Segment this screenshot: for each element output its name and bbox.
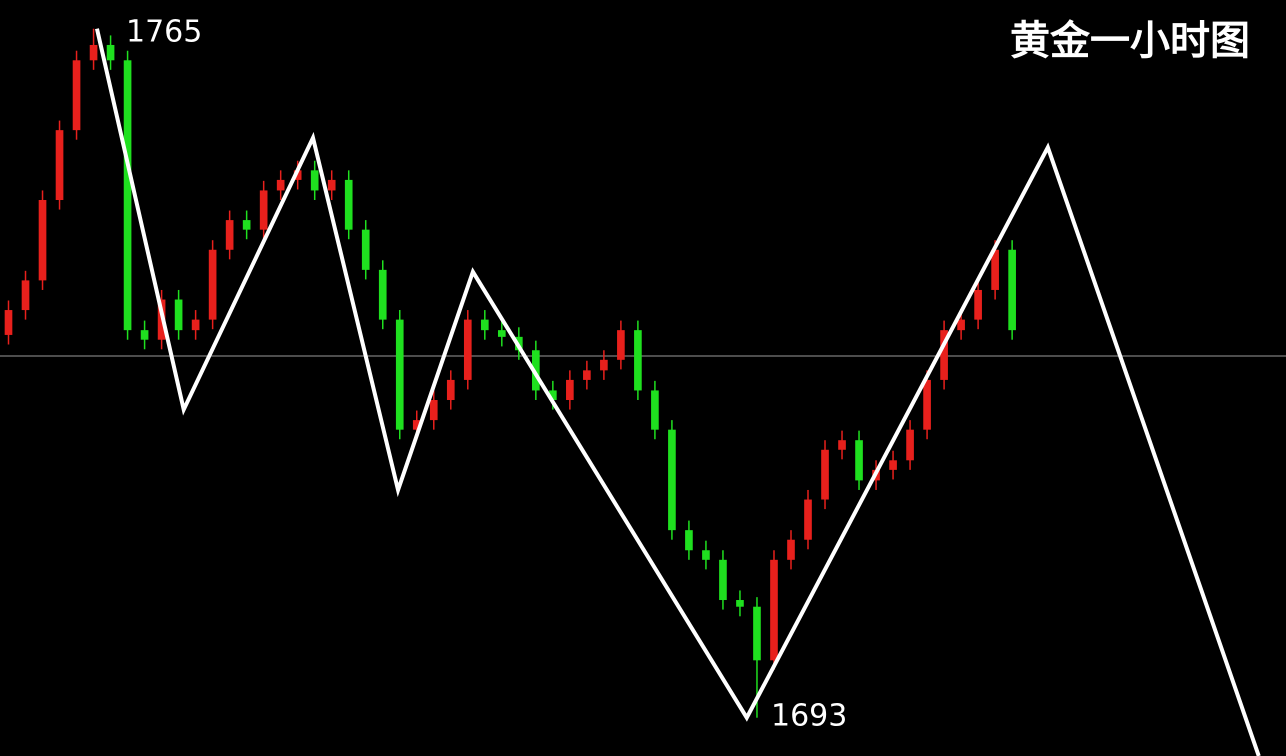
candle-body <box>259 190 268 230</box>
candle-body <box>940 330 948 380</box>
candle-body <box>38 200 47 281</box>
candle-body <box>106 44 115 61</box>
candle-body <box>276 179 285 191</box>
candle-body <box>344 179 353 230</box>
candle-body <box>787 539 795 560</box>
candle-body <box>600 359 608 371</box>
candle-body <box>412 420 421 430</box>
candle-body <box>991 249 999 290</box>
candle-body <box>429 400 438 421</box>
candle-body <box>72 60 81 131</box>
candle-body <box>4 310 13 335</box>
annotation: 1765 <box>126 15 202 50</box>
candle-body <box>327 179 336 191</box>
candle-body <box>668 429 676 531</box>
candle-body <box>719 559 727 601</box>
candle-body <box>804 499 812 540</box>
candle-body <box>583 370 591 380</box>
candle-body <box>446 379 455 401</box>
candle-body <box>974 289 982 320</box>
candle-body <box>923 379 931 430</box>
candle-body <box>1008 249 1016 331</box>
candle-body <box>532 350 540 391</box>
candle-body <box>310 170 319 191</box>
candle-body <box>889 460 897 470</box>
candle-body <box>736 600 744 607</box>
candle-body <box>89 44 98 61</box>
candle-body <box>174 299 183 331</box>
candle-body <box>685 530 693 551</box>
candles <box>4 28 1016 718</box>
candle-body <box>770 559 778 661</box>
candle-body <box>21 280 30 311</box>
candle-body <box>702 550 710 560</box>
candle-body <box>634 330 642 391</box>
candle-body <box>191 319 200 331</box>
chart-title: 黄金一小时图 <box>1010 17 1250 64</box>
candle-body <box>753 606 761 661</box>
candle-body <box>463 319 472 380</box>
candle-body <box>293 170 302 180</box>
candle-body <box>208 249 217 320</box>
candle-body <box>549 390 557 401</box>
candle-body <box>957 319 965 331</box>
candle-body <box>378 269 387 320</box>
candle-body <box>55 130 64 201</box>
candle-body <box>123 60 132 331</box>
candle-body <box>480 319 489 331</box>
candle-body <box>361 229 370 270</box>
candle-body <box>566 379 574 401</box>
annotation: 1693 <box>771 699 847 734</box>
zigzag-line <box>95 28 1261 756</box>
candle-body <box>838 440 846 450</box>
candle-body <box>821 449 829 500</box>
candle-body <box>617 330 625 360</box>
candle-body <box>497 330 506 337</box>
candle-body <box>225 220 234 250</box>
candle-body <box>242 220 251 230</box>
candle-body <box>906 429 914 461</box>
candle-body <box>651 390 659 430</box>
candle-body <box>395 319 404 430</box>
candle-body <box>855 440 863 481</box>
candle-body <box>140 330 149 340</box>
